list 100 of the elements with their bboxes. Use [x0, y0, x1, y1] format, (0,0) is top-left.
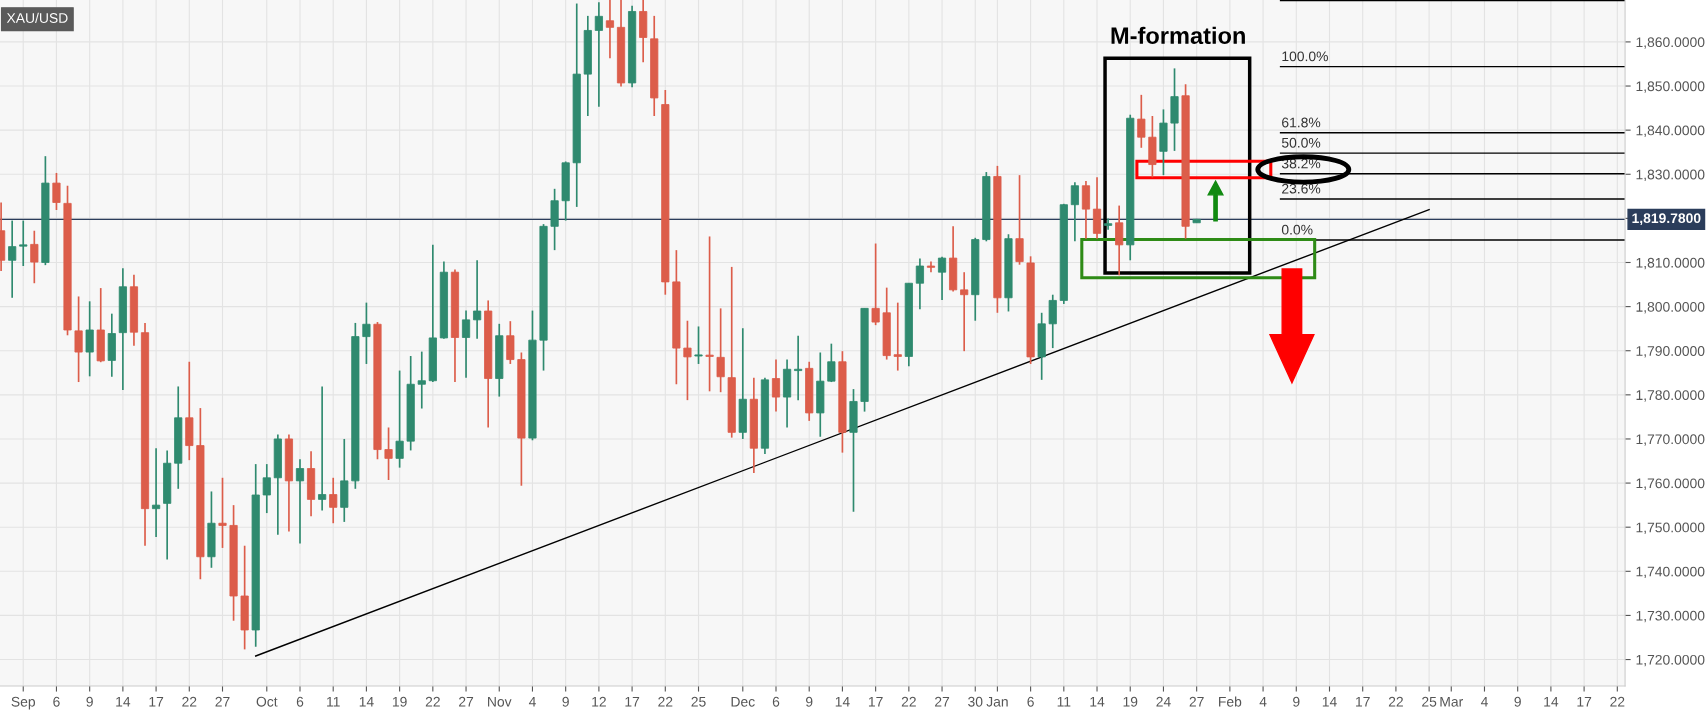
x-tick-label: 14	[116, 696, 131, 707]
x-tick-label: 6	[772, 696, 780, 707]
annotation: 100.0%	[1282, 51, 1328, 62]
x-tick-label: 25	[1422, 696, 1437, 707]
annotation: 50.0%	[1281, 137, 1321, 148]
x-tick-label: 9	[562, 696, 569, 707]
candlestick	[417, 350, 426, 410]
candlestick	[473, 259, 482, 340]
y-tick-label: 1,780.0000	[1636, 390, 1705, 402]
x-tick-label: 9	[1293, 696, 1300, 707]
text: XAU/USD	[6, 12, 68, 23]
x-tick-label: 14	[359, 696, 374, 707]
candlestick	[506, 320, 515, 365]
annotation: 23.6%	[1282, 183, 1321, 194]
candlestick	[827, 342, 836, 383]
x-tick-label: 17	[1356, 696, 1370, 707]
ref-line-label: 1,819.7800	[1632, 213, 1701, 226]
candlestick	[1070, 181, 1079, 243]
x-tick-label: 14	[1090, 696, 1105, 707]
x-tick-label: Mar	[1440, 696, 1463, 707]
x-tick-label: 25	[691, 696, 706, 707]
candlestick	[318, 385, 327, 512]
x-tick-label: 24	[1156, 696, 1171, 707]
candlestick	[716, 307, 725, 394]
candlestick	[1137, 94, 1146, 149]
x-tick-label: 14	[835, 696, 850, 707]
x-tick-label: 17	[1577, 696, 1592, 707]
y-tick-label: 1,830.0000	[1636, 169, 1705, 182]
candlestick	[384, 426, 393, 481]
candlestick	[218, 476, 227, 549]
x-tick-label: 11	[327, 696, 340, 707]
y-tick-label: 1,750.0000	[1636, 522, 1705, 534]
candlestick	[329, 476, 338, 525]
x-tick-label: 27	[1189, 696, 1204, 707]
annotation: M-formation	[1111, 26, 1245, 45]
candlestick	[893, 301, 902, 372]
candlestick	[1081, 180, 1091, 240]
y-tick-label: 1,810.0000	[1636, 257, 1705, 270]
candlestick	[74, 295, 83, 383]
x-tick-label: Jan	[986, 696, 1008, 707]
candlestick	[362, 301, 371, 365]
candlestick	[52, 172, 61, 211]
candlestick	[19, 219, 28, 267]
x-tick-label: 17	[149, 696, 164, 707]
x-tick-label: 17	[625, 696, 640, 707]
candlestick	[295, 458, 305, 545]
candlestick	[683, 319, 692, 401]
x-tick-label: Oct	[256, 696, 278, 707]
y-tick-label: 1,860.0000	[1636, 37, 1705, 49]
x-tick-label: 27	[459, 696, 474, 707]
x-tick-label: 6	[1027, 696, 1034, 707]
x-tick-label: 11	[1057, 696, 1071, 707]
x-tick-label: 22	[182, 696, 197, 707]
x-tick-label: 9	[1514, 696, 1521, 707]
candlestick	[605, 0, 615, 60]
y-tick-label: 1,850.0000	[1636, 81, 1705, 93]
candlestick	[915, 257, 924, 311]
candlestick	[871, 242, 880, 326]
candlestick	[152, 447, 161, 538]
candlestick	[694, 325, 703, 365]
annotation: 61.8%	[1282, 117, 1321, 128]
x-tick-label: 4	[1480, 696, 1488, 707]
x-tick-label: Feb	[1219, 696, 1242, 707]
x-tick-label: 14	[1322, 696, 1337, 707]
candlestick	[461, 309, 471, 379]
x-tick-label: Nov	[488, 696, 512, 707]
y-tick-label: 1,800.0000	[1636, 301, 1705, 314]
candlestick	[85, 300, 94, 378]
candlestick	[960, 271, 969, 353]
candlestick	[395, 369, 404, 469]
candlestick	[771, 358, 781, 413]
x-tick-label: 9	[806, 696, 813, 707]
x-tick-label: 22	[425, 696, 440, 707]
x-tick-label: 27	[215, 696, 230, 707]
candlestick	[8, 219, 17, 299]
x-tick-label: 19	[1123, 696, 1138, 707]
y-tick-label: 1,740.0000	[1636, 566, 1705, 579]
x-tick-label: 22	[1610, 696, 1625, 707]
candlestick	[1104, 217, 1113, 231]
y-tick-label: 1,760.0000	[1636, 478, 1705, 490]
x-tick-label: 9	[86, 696, 93, 707]
x-tick-label: 22	[901, 696, 916, 707]
candlestick	[30, 229, 39, 285]
x-tick-label: 4	[1259, 696, 1267, 707]
y-tick-label: 1,730.0000	[1636, 610, 1705, 623]
x-tick-label: 14	[1544, 696, 1559, 707]
candlestick	[794, 334, 803, 401]
x-tick-label: Sep	[11, 696, 36, 710]
x-tick-label: 22	[658, 696, 673, 707]
y-tick-label: 1,770.0000	[1636, 434, 1705, 446]
x-tick-label: 4	[528, 696, 536, 707]
x-tick-label: Dec	[731, 696, 755, 707]
x-tick-label: 27	[935, 696, 950, 707]
candlestick	[1115, 204, 1124, 277]
candlestick	[705, 235, 714, 393]
y-tick-label: 1,720.0000	[1636, 654, 1705, 667]
candlestick	[262, 463, 271, 514]
x-tick-label: 6	[296, 696, 304, 707]
y-tick-label: 1,790.0000	[1636, 346, 1705, 358]
annotation: 0.0%	[1281, 224, 1313, 235]
